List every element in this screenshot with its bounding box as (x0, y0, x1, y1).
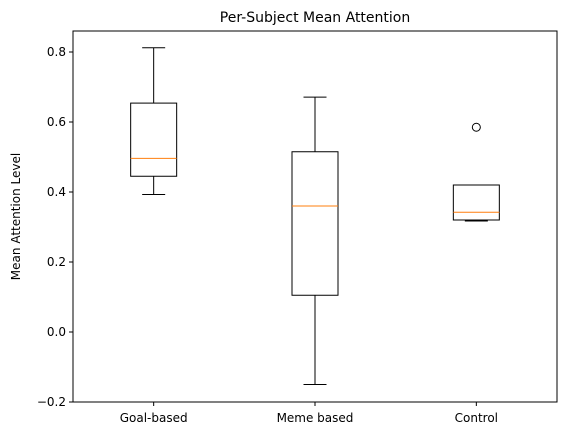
x-tick-label: Goal-based (120, 411, 188, 425)
x-tick-label: Control (455, 411, 498, 425)
y-tick-label: 0.0 (47, 325, 66, 339)
y-tick-label: 0.2 (47, 255, 66, 269)
box-group-control (452, 122, 500, 222)
x-axis: Goal-based Meme based Control (120, 402, 498, 425)
y-tick-label: 0.8 (47, 45, 66, 59)
box-group-meme-based (291, 96, 339, 385)
plot-area (130, 47, 500, 385)
iqr-box (452, 184, 500, 221)
y-tick-label: −0.2 (37, 395, 66, 409)
y-tick-label: 0.4 (47, 185, 66, 199)
y-axis-title: Mean Attention Level (9, 153, 23, 280)
x-tick-label: Meme based (277, 411, 354, 425)
y-axis: −0.2 0.0 0.2 0.4 0.6 0.8 (37, 45, 73, 409)
y-tick-label: 0.6 (47, 115, 66, 129)
box-group-goal-based (130, 47, 178, 195)
outlier-point (471, 122, 481, 132)
chart-title: Per-Subject Mean Attention (220, 10, 410, 26)
iqr-box (291, 151, 339, 296)
iqr-box (130, 102, 178, 177)
